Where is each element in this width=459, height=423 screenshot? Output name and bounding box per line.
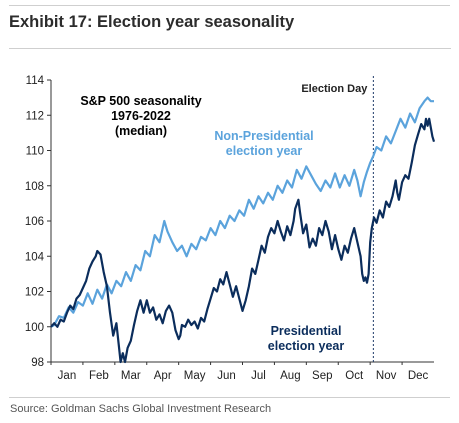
x-tick-label: Mar [121, 370, 141, 382]
exhibit-title: Exhibit 17: Election year seasonality [9, 13, 295, 31]
y-tick-label: 112 [26, 110, 44, 122]
source-note: Source: Goldman Sachs Global Investment … [10, 403, 272, 415]
x-tick-label: Dec [408, 370, 429, 382]
x-tick-label: Jan [58, 370, 77, 382]
y-tick-label: 110 [26, 146, 44, 158]
top-divider [9, 5, 450, 6]
x-tick-label: Jul [251, 370, 266, 382]
series-line-presidential [50, 117, 436, 364]
x-tick-label: May [184, 370, 206, 382]
series-label: election year [268, 339, 345, 353]
y-tick-label: 106 [25, 216, 44, 228]
x-tick-label: Feb [89, 370, 109, 382]
x-tick-label: Sep [312, 370, 332, 382]
x-tick-label: Oct [345, 370, 364, 382]
chart-frame [9, 48, 451, 395]
series-line-non-presidential [50, 96, 434, 328]
source-divider [9, 397, 450, 398]
x-tick-label: Nov [376, 370, 397, 382]
chart-title-line: 1976-2022 [111, 109, 171, 123]
y-tick-label: 102 [25, 287, 44, 299]
y-tick-label: 104 [25, 251, 45, 263]
y-tick-label: 100 [25, 322, 44, 334]
chart-title-line: (median) [115, 124, 167, 138]
x-tick-label: Aug [280, 370, 300, 382]
series-label: Presidential [271, 324, 342, 338]
y-tick-label: 98 [31, 357, 44, 369]
election-day-label: Election Day [301, 83, 368, 95]
x-tick-label: Apr [154, 370, 172, 382]
series-label: election year [226, 144, 303, 158]
chart-title-line: S&P 500 seasonality [80, 94, 201, 108]
x-tick-label: Jun [217, 370, 236, 382]
y-tick-label: 114 [26, 75, 45, 87]
series-label: Non-Presidential [214, 129, 313, 143]
y-tick-label: 108 [25, 181, 44, 193]
